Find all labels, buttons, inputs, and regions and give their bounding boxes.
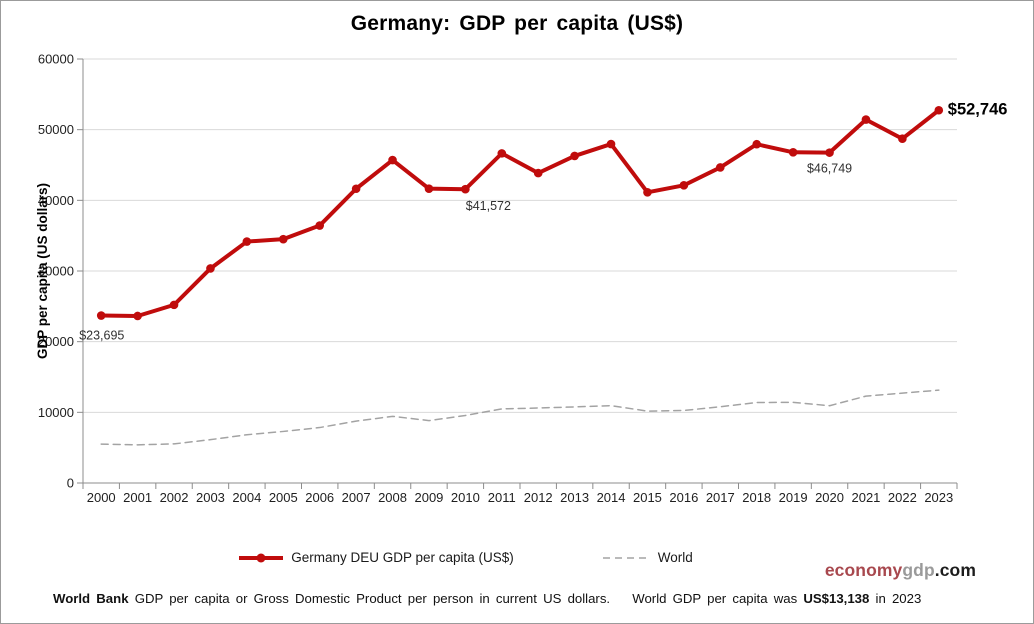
x-tick-label: 2016 [669,490,698,505]
x-tick-label: 2007 [342,490,371,505]
germany-data-point [424,184,434,193]
x-tick-label: 2010 [451,490,480,505]
x-tick-label: 2023 [924,490,953,505]
germany-data-point [461,184,470,194]
x-tick-label: 2006 [305,490,334,505]
germany-data-point [242,237,252,246]
chart-title: Germany: GDP per capita (US$) [350,12,684,35]
source-note-text2: World GDP per capita was [632,591,798,606]
x-tick-label: 2001 [123,490,152,505]
germany-data-point [278,234,288,244]
germany-data-point [351,184,361,194]
gridlines [83,58,957,413]
y-tick-label: 10000 [38,405,74,420]
germany-data-point [752,139,762,149]
germany-data-point [533,168,543,178]
logo-com: .com [934,560,976,580]
data-series [96,105,944,446]
x-tick-label: 2009 [414,490,443,505]
x-tick-label: 2013 [560,490,589,505]
germany-data-point [169,300,179,310]
x-tick-label: 2017 [706,490,735,505]
x-tick-label: 2014 [597,490,626,505]
germany-data-point [715,163,725,172]
x-tick-label: 2020 [815,490,844,505]
logo-economy: economy [824,560,903,580]
y-axis-title: GDP per capita (US dollars) [35,183,50,359]
y-tick-label: 30000 [38,264,74,279]
y-tick-label: 40000 [38,193,74,208]
germany-data-point [388,155,397,165]
x-tick-label: 2005 [269,490,298,505]
germany-data-point [679,181,689,190]
y-tick-label: 20000 [38,334,74,349]
germany-data-point [206,264,215,273]
source-note-text3: in 2023 [875,591,922,606]
x-tick-label: 2019 [779,490,808,505]
chart-legend: Germany DEU GDP per capita (US$) World [1,550,981,565]
germany-data-point [861,115,871,124]
economygdp-logo: economygdp.com [825,560,976,581]
axis-tick-labels: 0 10000 20000 30000 40000 50000 60000 2000 2001 2… [38,52,953,506]
germany-data-point [96,311,106,320]
germany-series-line [99,108,941,318]
germany-data-point [606,139,616,149]
value-annotation: $23,695 [79,329,124,343]
germany-data-point [788,147,798,157]
source-note-text1: GDP per capita or Gross Domestic Product… [134,591,611,606]
y-tick-label: 50000 [38,122,74,137]
x-tick-label: 2015 [633,490,662,505]
legend-item-world: World [602,550,693,565]
germany-data-point [570,151,579,161]
x-tick-label: 2011 [488,490,516,505]
germany-data-point [315,221,325,230]
value-annotation: $52,746 [948,100,1008,118]
value-annotation: $46,749 [807,162,852,176]
germany-data-point [934,105,944,115]
y-tick-label: 60000 [38,52,74,67]
world-series-line [100,389,940,446]
source-note-bold-worldbank: World Bank [53,591,129,606]
x-tick-label: 2021 [851,490,880,505]
source-note-bold-value: US$13,138 [803,591,870,606]
data-annotations: $23,695 $41,572 $46,749 $52,746 [79,100,1007,342]
value-annotation: $41,572 [466,199,511,213]
x-tick-label: 2018 [742,490,771,505]
legend-label-world: World [657,550,693,565]
germany-data-point [898,134,907,144]
x-tick-label: 2000 [87,490,116,505]
legend-label-germany: Germany DEU GDP per capita (US$) [291,550,514,565]
logo-gdp: gdp [902,560,935,580]
legend-item-germany: Germany DEU GDP per capita (US$) [237,550,514,565]
axes [77,58,958,489]
germany-line-swatch-icon [239,553,284,562]
source-note: World Bank GDP per capita or Gross Domes… [53,591,921,606]
x-tick-label: 2008 [378,490,407,505]
world-dash-swatch-icon [602,556,651,559]
x-tick-label: 2002 [160,490,189,505]
germany-data-point [825,148,834,157]
x-tick-label: 2003 [196,490,225,505]
germany-data-point [133,311,142,321]
germany-data-point [643,187,652,197]
y-tick-label: 0 [67,476,74,491]
x-tick-label: 2022 [888,490,917,505]
x-tick-label: 2012 [524,490,553,505]
x-tick-label: 2004 [232,490,261,505]
germany-data-point [497,149,507,158]
